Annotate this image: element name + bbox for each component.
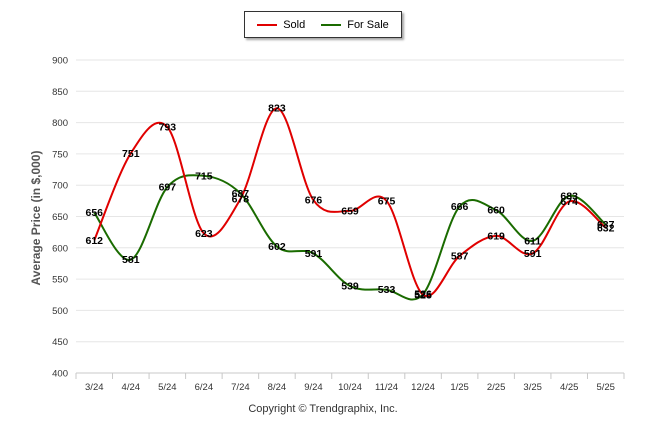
data-label-sold: 623 <box>195 228 213 240</box>
y-axis-title: Average Price (in $,000) <box>29 150 43 286</box>
x-tick-label: 4/25 <box>560 382 579 393</box>
y-tick-label: 450 <box>52 337 68 348</box>
chart-legend: Sold For Sale <box>244 11 402 38</box>
data-label-for-sale: 687 <box>232 188 250 200</box>
x-tick-label: 8/24 <box>268 382 287 393</box>
data-label-sold: 793 <box>159 121 177 133</box>
x-tick-label: 6/24 <box>195 382 214 393</box>
y-tick-label: 700 <box>52 181 68 192</box>
data-label-for-sale: 591 <box>305 248 323 260</box>
data-label-sold: 525 <box>414 289 432 301</box>
data-label-sold: 823 <box>268 103 286 115</box>
y-tick-label: 800 <box>52 118 68 129</box>
data-label-for-sale: 602 <box>268 241 286 253</box>
legend-item-sold[interactable]: Sold <box>257 19 305 31</box>
data-label-sold: 587 <box>451 250 469 262</box>
data-label-sold: 612 <box>86 235 104 247</box>
data-label-for-sale: 666 <box>451 201 469 213</box>
x-tick-label: 3/24 <box>85 382 104 393</box>
data-label-for-sale: 660 <box>487 205 505 217</box>
data-label-for-sale: 533 <box>378 284 396 296</box>
data-label-sold: 632 <box>597 222 615 234</box>
x-tick-label: 5/24 <box>158 382 177 393</box>
data-label-for-sale: 611 <box>524 235 541 247</box>
y-tick-label: 850 <box>52 87 68 98</box>
legend-swatch-for-sale <box>321 23 342 26</box>
data-label-sold: 675 <box>378 195 396 207</box>
y-tick-label: 400 <box>52 369 68 380</box>
data-label-sold: 678 <box>232 193 250 205</box>
x-tick-label: 3/25 <box>523 382 542 393</box>
data-label-for-sale: 637 <box>597 219 615 231</box>
x-tick-label: 11/24 <box>375 382 398 393</box>
y-tick-label: 500 <box>52 306 68 317</box>
y-tick-label: 750 <box>52 149 68 160</box>
x-tick-label: 4/24 <box>122 382 141 393</box>
y-tick-label: 600 <box>52 243 68 254</box>
data-label-for-sale: 697 <box>159 182 177 194</box>
legend-label-sold: Sold <box>283 18 306 31</box>
data-label-sold: 591 <box>524 248 542 260</box>
x-tick-label: 10/24 <box>338 382 362 393</box>
x-tick-label: 9/24 <box>304 382 323 393</box>
data-label-for-sale: 656 <box>86 207 104 219</box>
x-tick-label: 5/25 <box>596 382 615 393</box>
x-tick-label: 2/25 <box>487 382 506 393</box>
copyright-text: Copyright © Trendgraphix, Inc. <box>248 403 398 415</box>
data-label-sold: 619 <box>487 230 505 242</box>
data-label-sold: 674 <box>560 196 578 208</box>
data-label-sold: 659 <box>341 205 359 217</box>
x-tick-label: 1/25 <box>450 382 469 393</box>
legend-swatch-sold <box>257 23 278 26</box>
series-line-sold <box>93 107 607 298</box>
data-label-for-sale: 539 <box>341 280 359 292</box>
legend-label-for-sale: For Sale <box>347 18 389 31</box>
x-tick-label: 7/24 <box>231 382 250 393</box>
data-label-for-sale: 581 <box>122 254 140 266</box>
y-tick-label: 650 <box>52 212 68 223</box>
y-tick-label: 900 <box>52 56 68 67</box>
data-label-for-sale: 526 <box>414 289 432 301</box>
legend-item-for-sale[interactable]: For Sale <box>321 19 389 31</box>
x-tick-label: 12/24 <box>411 382 435 393</box>
series-line-for-sale <box>93 174 607 301</box>
data-label-for-sale: 683 <box>560 190 578 202</box>
data-label-sold: 751 <box>122 148 140 160</box>
data-label-sold: 676 <box>305 195 323 207</box>
data-label-for-sale: 715 <box>195 170 213 182</box>
y-tick-label: 550 <box>52 275 68 286</box>
